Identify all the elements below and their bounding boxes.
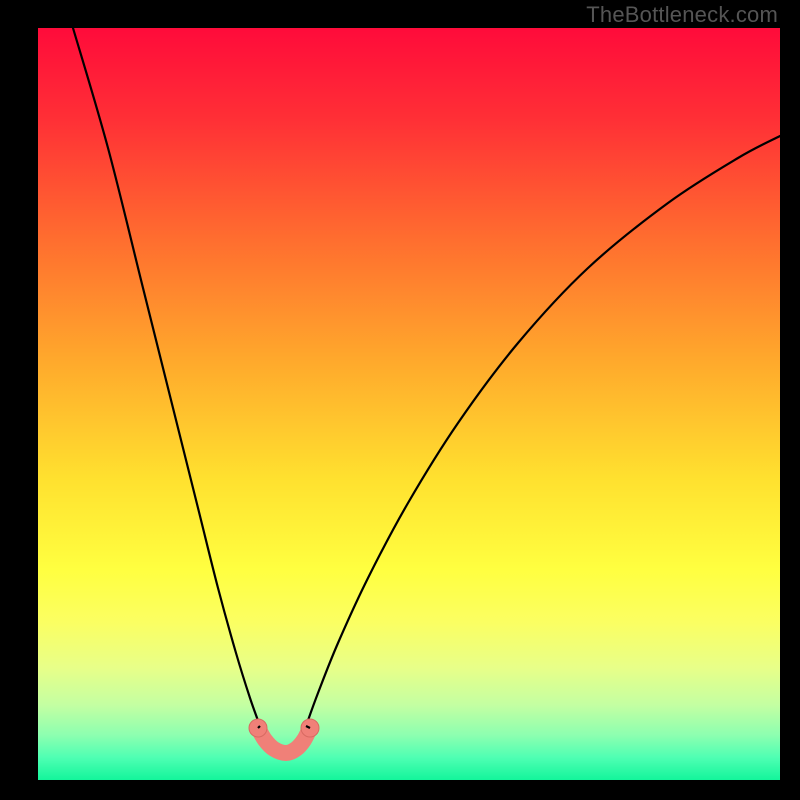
- bottleneck-curve: [0, 0, 800, 800]
- curve-right-branch: [306, 136, 780, 726]
- chart-container: TheBottleneck.com: [0, 0, 800, 800]
- curve-left-branch: [73, 28, 260, 726]
- curve-connector: [258, 726, 260, 728]
